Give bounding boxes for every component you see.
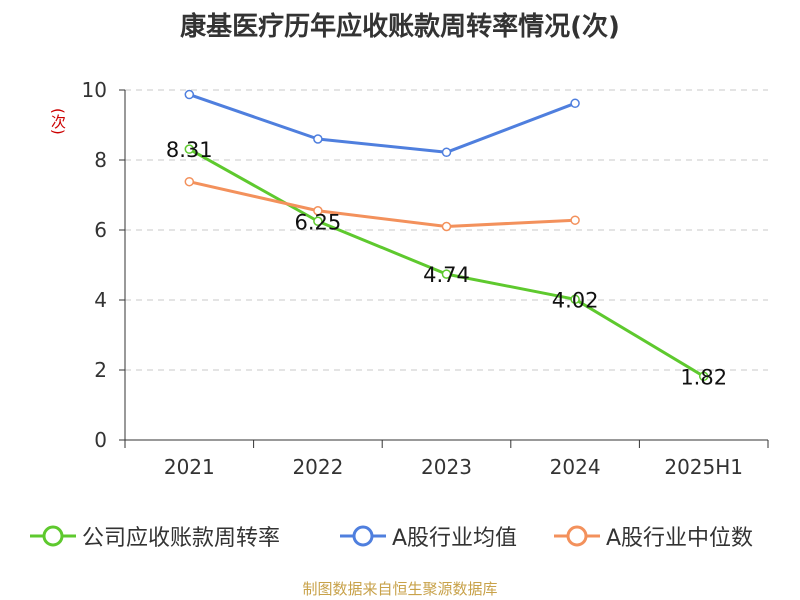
data-point [570, 215, 580, 225]
y-axis-label: (次) [49, 108, 67, 135]
y-tick-label: 4 [94, 288, 107, 312]
legend-label-industry-median: A股行业中位数 [606, 526, 754, 551]
y-tick-label: 2 [94, 358, 107, 382]
data-point [184, 89, 195, 100]
data-point [698, 371, 709, 382]
data-label: 6.25 [295, 210, 342, 234]
axes: 0 2 4 6 8 10 2021 2022 2023 2024 2025H1 [82, 78, 769, 479]
legend-item-industry-median[interactable]: A股行业中位数 [552, 518, 753, 554]
legend-item-company[interactable]: 公司应收账款周转率 [28, 518, 280, 554]
data-source-note: 制图数据来自恒生聚源数据库 [302, 580, 498, 598]
x-tick-label: 2022 [292, 455, 343, 479]
chart-title: 康基医疗历年应收账款周转率情况(次) [180, 12, 620, 42]
data-label: 4.02 [552, 288, 599, 312]
data-point [313, 216, 323, 226]
series-lines [184, 89, 709, 382]
legend-item-industry-mean[interactable]: A股行业均值 [338, 518, 517, 554]
y-tick-label: 0 [94, 428, 107, 452]
data-labels: 8.31 6.25 4.74 4.02 1.82 [166, 138, 727, 389]
data-point [441, 269, 452, 279]
data-point [441, 147, 452, 158]
data-point [313, 134, 323, 144]
legend-swatch-industry-median [554, 525, 600, 547]
x-tick-label: 2025H1 [664, 455, 743, 479]
series-line-1 [188, 93, 576, 154]
y-tick-label: 10 [82, 78, 107, 102]
data-point [441, 221, 452, 232]
legend-swatch-company [30, 525, 76, 547]
x-tick-label: 2023 [421, 455, 472, 479]
data-point [570, 294, 580, 305]
data-point [184, 144, 195, 154]
series-line-2 [188, 180, 576, 228]
data-point [313, 206, 323, 216]
data-point [184, 176, 195, 187]
legend: 公司应收账款周转率 A股行业均值 A股行业中位数 [0, 518, 800, 554]
data-label: 8.31 [166, 138, 213, 162]
y-tick-label: 8 [94, 148, 107, 172]
y-tick-label: 6 [94, 218, 107, 242]
legend-label-company: 公司应收账款周转率 [82, 526, 281, 551]
x-tick-label: 2021 [164, 455, 215, 479]
data-label: 4.74 [423, 263, 470, 287]
legend-label-industry-mean: A股行业均值 [392, 526, 518, 551]
data-point [570, 98, 580, 109]
x-tick-label: 2024 [550, 455, 601, 479]
data-label: 1.82 [680, 365, 727, 389]
legend-swatch-industry-mean [340, 525, 386, 547]
